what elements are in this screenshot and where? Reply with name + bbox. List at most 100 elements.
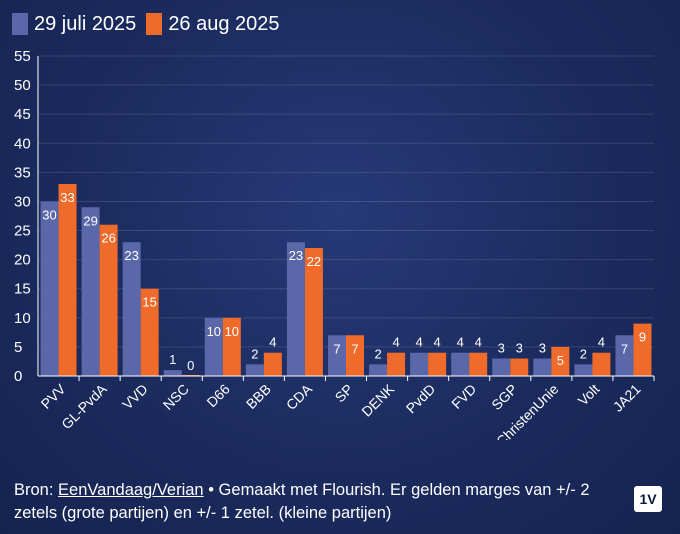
footer-text: • Gemaakt met Flourish. Er gelden marges… — [14, 481, 590, 522]
x-tick-label: DENK — [358, 380, 397, 419]
value-label-july: 2 — [580, 346, 587, 361]
bar-august[interactable] — [469, 352, 488, 376]
bar-july[interactable] — [40, 201, 59, 376]
bar-july[interactable] — [369, 364, 388, 376]
bar-july[interactable] — [328, 335, 346, 376]
x-tick-label: BBB — [243, 381, 274, 412]
value-label-july: 1 — [169, 352, 176, 367]
footer-note: Bron: EenVandaag/Verian • Gemaakt met Fl… — [14, 479, 614, 525]
value-label-july: 4 — [416, 335, 423, 350]
value-label-august: 33 — [60, 190, 74, 205]
y-axis: 0 5 10 15 20 25 30 35 40 45 50 55 — [14, 48, 39, 385]
eenvandaag-logo: 1V — [634, 486, 662, 512]
value-label-august: 0 — [187, 358, 194, 373]
legend-label-july: 29 juli 2025 — [34, 12, 137, 35]
bar-july[interactable] — [492, 358, 511, 376]
value-label-august: 22 — [307, 254, 321, 269]
x-tick-label: VVD — [119, 381, 151, 413]
value-label-july: 3 — [498, 341, 505, 356]
legend-swatch-august — [146, 13, 163, 35]
bar-august[interactable] — [99, 224, 118, 376]
value-label-august: 4 — [269, 335, 276, 350]
value-label-august: 9 — [639, 330, 646, 345]
y-tick-label: 25 — [14, 223, 31, 240]
bar-august[interactable] — [346, 335, 364, 376]
bar-august[interactable] — [387, 352, 406, 376]
value-label-july: 3 — [539, 341, 546, 356]
bar-july[interactable] — [245, 364, 264, 376]
value-label-july: 7 — [333, 341, 340, 356]
bar-july[interactable] — [533, 358, 552, 376]
bar-july[interactable] — [163, 370, 182, 376]
bar-july[interactable] — [615, 335, 634, 376]
bar-august[interactable] — [58, 184, 77, 376]
bar-july[interactable] — [574, 364, 593, 376]
value-label-august: 4 — [475, 335, 482, 350]
x-tick-label: CDA — [283, 380, 316, 413]
bar-july[interactable] — [122, 242, 141, 376]
legend-swatch-july — [12, 13, 28, 35]
y-tick-label: 45 — [14, 106, 31, 123]
legend: 29 juli 2025 26 aug 2025 — [12, 10, 280, 38]
bar-august[interactable] — [140, 288, 159, 376]
bar-august[interactable] — [592, 352, 611, 376]
bar-august[interactable] — [510, 358, 529, 376]
value-label-august: 4 — [598, 335, 605, 350]
footer-prefix: Bron: — [14, 481, 59, 499]
value-label-july: 10 — [207, 324, 221, 339]
bar-august[interactable] — [263, 352, 282, 376]
value-label-july: 30 — [42, 207, 56, 222]
value-label-august: 5 — [557, 353, 564, 368]
bar-august[interactable] — [428, 352, 447, 376]
x-tick-label: JA21 — [610, 381, 644, 415]
value-label-august: 3 — [516, 341, 523, 356]
y-tick-label: 50 — [14, 77, 31, 94]
x-tick-label: SGP — [488, 381, 520, 413]
bar-august[interactable] — [551, 346, 570, 376]
value-label-july: 4 — [457, 335, 464, 350]
y-tick-label: 10 — [14, 310, 31, 327]
y-tick-label: 20 — [14, 252, 31, 269]
bar-july[interactable] — [81, 207, 100, 376]
x-tick-label: GL-PvdA — [58, 380, 110, 432]
x-tick-label: D66 — [203, 381, 233, 411]
y-tick-label: 55 — [14, 48, 31, 65]
legend-item-august[interactable]: 26 aug 2025 — [146, 12, 280, 36]
legend-item-july[interactable]: 29 juli 2025 — [12, 13, 136, 36]
value-label-august: 26 — [101, 231, 115, 246]
bar-july[interactable] — [451, 352, 470, 376]
y-tick-label: 5 — [14, 339, 22, 356]
value-label-august: 15 — [142, 295, 156, 310]
bar-july[interactable] — [410, 352, 429, 376]
value-label-july: 29 — [83, 213, 97, 228]
y-tick-label: 0 — [14, 368, 22, 385]
x-tick-label: SP — [332, 381, 357, 406]
x-tick-label: PvdD — [403, 381, 439, 417]
y-tick-label: 35 — [14, 164, 31, 181]
value-label-july: 2 — [374, 346, 381, 361]
value-label-august: 10 — [225, 324, 239, 339]
legend-label-august: 26 aug 2025 — [168, 12, 280, 35]
y-tick-label: 40 — [14, 135, 31, 152]
x-tick-label: FVD — [448, 381, 479, 412]
value-label-july: 23 — [124, 248, 138, 263]
bar-july[interactable] — [286, 242, 305, 376]
value-label-august: 7 — [351, 341, 358, 356]
value-label-august: 4 — [392, 335, 399, 350]
y-tick-label: 30 — [14, 193, 31, 210]
bar-august[interactable] — [304, 248, 323, 376]
value-label-august: 4 — [434, 335, 441, 350]
x-tick-label: NSC — [160, 381, 192, 413]
bar-august[interactable] — [633, 323, 652, 376]
y-tick-label: 15 — [14, 281, 31, 298]
bar-july[interactable] — [204, 317, 223, 376]
value-label-july: 7 — [621, 341, 628, 356]
bar-august[interactable] — [222, 317, 241, 376]
value-label-july: 2 — [251, 346, 258, 361]
source-link[interactable]: EenVandaag/Verian — [58, 481, 204, 499]
x-tick-label: Volt — [575, 381, 603, 409]
value-label-july: 23 — [289, 248, 303, 263]
